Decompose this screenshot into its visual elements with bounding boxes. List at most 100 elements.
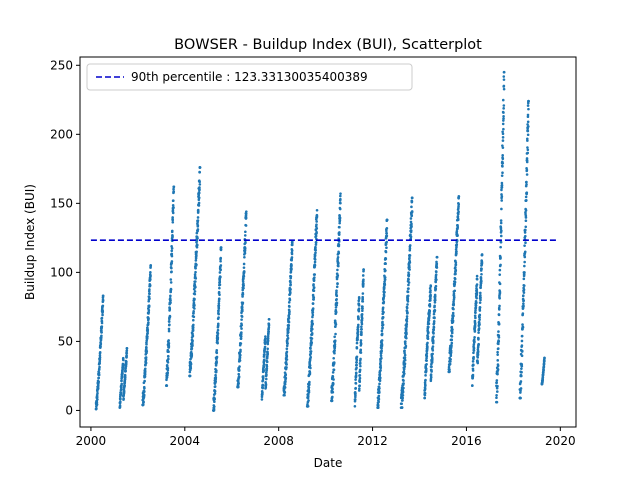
data-point — [356, 328, 360, 332]
data-point — [410, 210, 414, 213]
data-point — [359, 348, 363, 352]
data-point — [381, 320, 384, 324]
data-point — [526, 115, 530, 119]
data-point — [499, 257, 502, 260]
data-point — [472, 363, 475, 367]
data-point — [354, 382, 358, 385]
data-point — [450, 341, 454, 345]
data-point — [196, 224, 200, 227]
data-point — [213, 385, 217, 388]
data-point — [354, 393, 357, 397]
data-point — [171, 211, 175, 215]
data-point — [118, 404, 122, 408]
data-point — [361, 307, 364, 310]
data-point — [381, 316, 385, 319]
data-point — [361, 292, 365, 295]
data-point — [502, 78, 506, 81]
data-point — [356, 332, 360, 336]
data-point — [97, 373, 101, 377]
data-point — [380, 351, 383, 355]
data-point — [450, 331, 454, 335]
data-point — [502, 104, 506, 107]
data-point — [264, 337, 267, 341]
data-point — [149, 271, 152, 274]
data-point — [502, 117, 505, 120]
data-point — [170, 247, 174, 250]
data-point — [356, 325, 360, 329]
data-point — [287, 320, 291, 324]
data-point — [479, 277, 483, 280]
data-point — [376, 403, 380, 407]
data-point — [521, 326, 525, 329]
data-point — [361, 309, 364, 313]
data-point — [170, 266, 173, 270]
data-point — [267, 318, 271, 321]
data-point — [216, 322, 220, 326]
data-point — [408, 261, 412, 264]
data-point — [286, 334, 289, 338]
data-point — [315, 208, 319, 212]
data-point — [265, 371, 268, 374]
data-point — [331, 387, 334, 391]
data-point — [241, 301, 245, 305]
data-point — [145, 337, 149, 340]
data-point — [170, 254, 174, 258]
data-point — [476, 361, 480, 365]
data-point — [121, 368, 124, 372]
data-point — [404, 344, 408, 348]
data-point — [99, 336, 103, 339]
data-point — [379, 360, 382, 364]
data-point — [240, 327, 243, 330]
data-point — [146, 328, 150, 332]
data-point — [519, 389, 522, 393]
data-point — [360, 322, 364, 326]
data-point — [240, 323, 244, 327]
data-point — [498, 291, 502, 295]
data-point — [266, 334, 270, 338]
data-point — [354, 386, 357, 390]
data-point — [475, 274, 479, 278]
data-point — [429, 294, 432, 298]
data-point — [433, 316, 436, 320]
data-point — [357, 389, 361, 392]
data-point — [121, 372, 124, 375]
data-point — [385, 229, 388, 233]
data-point — [240, 315, 244, 318]
data-point — [405, 325, 408, 328]
data-point — [198, 180, 201, 184]
data-point — [142, 401, 145, 404]
data-point — [500, 181, 504, 185]
data-point — [191, 329, 195, 332]
data-point — [360, 327, 363, 331]
data-point — [355, 361, 358, 364]
data-point — [500, 193, 503, 196]
data-point — [169, 301, 172, 304]
data-point — [427, 318, 431, 322]
data-point — [165, 364, 169, 368]
data-point — [144, 361, 148, 365]
data-point — [314, 248, 317, 252]
data-point — [448, 370, 451, 373]
x-tick-label: 2016 — [451, 434, 482, 448]
y-tick-label: 100 — [50, 265, 73, 279]
data-point — [476, 356, 479, 359]
data-point — [171, 209, 175, 212]
data-point — [333, 335, 336, 339]
data-point — [265, 373, 268, 377]
data-point — [384, 269, 387, 272]
data-point — [193, 304, 196, 307]
data-point — [520, 364, 524, 368]
data-point — [217, 290, 221, 294]
data-point — [471, 369, 475, 372]
data-point — [287, 330, 290, 334]
data-point — [477, 331, 480, 334]
data-point — [214, 373, 217, 377]
data-point — [357, 307, 361, 310]
data-point — [242, 262, 246, 266]
data-point — [101, 304, 105, 308]
data-point — [380, 332, 384, 336]
data-point — [337, 243, 341, 247]
data-point — [382, 294, 386, 298]
data-point — [362, 268, 365, 271]
data-point — [314, 251, 317, 255]
